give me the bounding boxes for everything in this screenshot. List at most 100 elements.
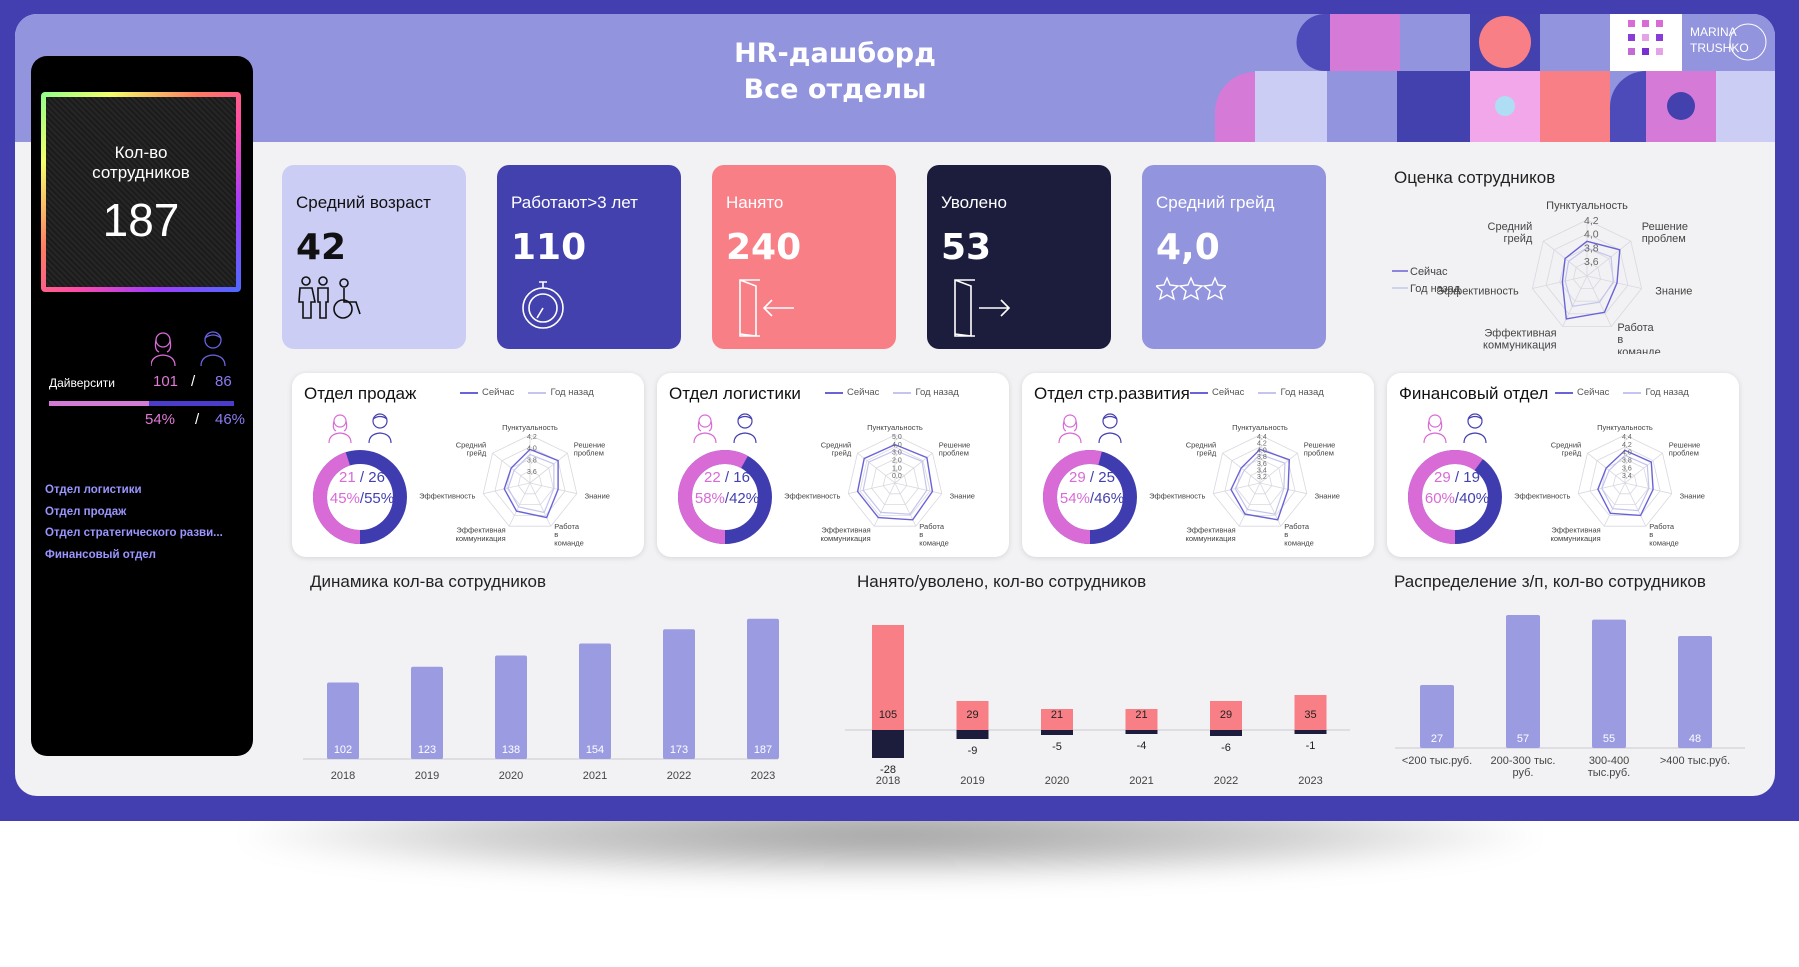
radar-axis <box>894 482 942 495</box>
male-icon <box>200 331 226 367</box>
radar-tick: 3,6 <box>1584 256 1599 268</box>
gender-donut <box>678 450 772 544</box>
gender-pcts: 54%/46% <box>1059 490 1125 507</box>
radar-series-now <box>1561 240 1621 320</box>
radar-tick: 3,8 <box>1622 457 1632 464</box>
radar-axis-label: Знание <box>585 491 610 500</box>
radar-axis-label: Решение проблем <box>1304 440 1336 457</box>
data-label: 55 <box>1603 733 1615 745</box>
bar-hired <box>956 701 989 730</box>
radar-grid <box>1247 470 1273 495</box>
kpi-card-3: Уволено 53 <box>927 165 1111 349</box>
bar <box>495 655 527 759</box>
radar-axis-label: Знание <box>1680 491 1705 500</box>
radar-axis-label: Эффективная коммуникация <box>456 526 506 543</box>
bar-hired <box>1294 695 1327 730</box>
tick-label: 2022 <box>1214 775 1238 787</box>
radar-grid <box>1612 470 1638 495</box>
radar-grid <box>1545 233 1629 315</box>
salary-chart: 27 <200 тыс.руб. 57 200-300 тыс. руб. 55 300-4… <box>1395 615 1745 779</box>
headcount-label: Кол-во сотрудников <box>92 143 190 182</box>
legend-prev: Год назад <box>1280 387 1324 398</box>
filter-strategic[interactable]: Отдел стратегического разви... <box>45 527 223 539</box>
bar <box>747 618 779 759</box>
radar-axis-label: Эффективная коммуникация <box>1186 526 1236 543</box>
gender-icons <box>151 331 226 367</box>
department-name: Отдел продаж <box>304 384 417 403</box>
radar-grid <box>1531 219 1643 327</box>
tick-label: 200-300 тыс. руб. <box>1491 755 1556 779</box>
radar-axis-label: Эффективность <box>1514 491 1570 500</box>
department-card-3[interactable]: Финансовый отдел Сейчас Год назад 29 / 19 60… <box>1387 373 1739 557</box>
diversity-bar-female <box>49 401 149 406</box>
title-line-1: HR-дашборд <box>734 38 936 69</box>
radar-axis-label: Средний грейд <box>1186 440 1217 457</box>
kpi-card-4: Средний грейд 4,0 <box>1142 165 1326 349</box>
radar-axis-label: Работа в команде <box>1649 522 1679 548</box>
radar-axis-label: Решение проблем <box>574 440 606 457</box>
bar-hired <box>872 625 904 730</box>
male-count: 19 <box>1463 469 1480 486</box>
female-pct: 54% <box>145 411 176 428</box>
radar-axis-label: Знание <box>950 491 975 500</box>
data-label: 21 <box>1135 709 1147 721</box>
kpi-value: 4,0 <box>1156 227 1220 268</box>
female-count: 29 <box>1434 469 1451 486</box>
gender-pcts: 60%/40% <box>1424 490 1490 507</box>
data-label: 35 <box>1304 709 1316 721</box>
logo-line-1: MARINA <box>1690 25 1737 39</box>
bar <box>1420 685 1454 748</box>
tick-label: 2021 <box>583 770 607 782</box>
bar-hired <box>1041 709 1073 730</box>
department-card-0[interactable]: Отдел продаж Сейчас Год назад 21 / 26 45%/55… <box>292 373 644 557</box>
department-legend: Сейчас Год назад <box>1555 387 1689 398</box>
radar-tick: 4,0 <box>1257 447 1267 454</box>
male-count: 86 <box>215 373 232 390</box>
diversity-pct-separator: / <box>195 411 200 428</box>
diversity-separator: / <box>191 373 196 390</box>
kpi-label: Средний грейд <box>1156 193 1275 212</box>
radar-tick: 4,2 <box>1257 441 1267 448</box>
radar-tick: 4,2 <box>1622 442 1632 449</box>
radar-axis-label: Работа в команде <box>554 522 584 548</box>
radar-axis <box>873 482 896 527</box>
exit-door-icon <box>947 276 1097 345</box>
bar-hired <box>1125 709 1158 730</box>
data-label: -28 <box>880 764 896 776</box>
filter-sales[interactable]: Отдел продаж <box>45 505 127 518</box>
radar-tick: 3,4 <box>1257 468 1267 475</box>
radar-axis-label: Знание <box>1655 286 1692 298</box>
radar-grid <box>1577 434 1673 527</box>
title-line-2: Все отделы <box>743 74 927 105</box>
radar-axis-label: Средний грейд <box>821 440 852 457</box>
radar-tick: 4,4 <box>1622 434 1632 441</box>
male-pct: 46% <box>1094 490 1125 507</box>
radar-tick: 3,8 <box>527 457 537 464</box>
male-count: 25 <box>1098 469 1115 486</box>
radar-axis-label: Средний грейд <box>456 440 487 457</box>
filter-logistics[interactable]: Отдел логистики <box>45 484 142 496</box>
header: HR-дашборд Все отделы MARINA TRUSHKO <box>15 14 1775 142</box>
kpi-value: 240 <box>726 227 802 268</box>
radar-series-prev <box>1564 247 1614 307</box>
kpi-card-1: Работают>3 лет 110 <box>497 165 681 349</box>
radar-tick: 4,4 <box>1257 434 1267 441</box>
tick-label: <200 тыс.руб. <box>1402 755 1472 767</box>
gender-icons <box>693 413 757 444</box>
department-card-1[interactable]: Отдел логистики Сейчас Год назад 22 / 16 58%… <box>657 373 1009 557</box>
radar-axis <box>1238 482 1261 527</box>
data-label: 27 <box>1431 733 1443 745</box>
gender-donut <box>1043 450 1137 544</box>
radar-axis <box>1532 275 1588 289</box>
bar-fired <box>1210 730 1242 736</box>
department-card-2[interactable]: Отдел стр.развития Сейчас Год назад 29 / 25… <box>1022 373 1374 557</box>
female-pct: 54% <box>1059 490 1090 507</box>
radar-series-now <box>1230 448 1291 521</box>
data-label: 187 <box>754 744 772 756</box>
bar <box>1678 636 1712 748</box>
radar-axis <box>894 482 917 527</box>
diversity-label: Дайверсити <box>49 376 115 390</box>
filter-finance[interactable]: Финансовый отдел <box>45 548 156 561</box>
radar-axis <box>1586 240 1632 277</box>
radar-tick: 0,0 <box>892 473 902 480</box>
